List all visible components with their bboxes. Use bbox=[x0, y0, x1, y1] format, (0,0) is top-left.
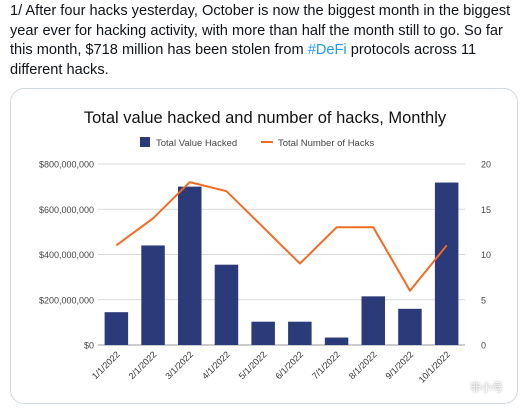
legend: Total Value Hacked Total Number of Hacks bbox=[140, 137, 374, 149]
bar-5/1/2022 bbox=[251, 321, 275, 345]
right-tick-label: 10 bbox=[481, 250, 491, 260]
bar-7/1/2022 bbox=[324, 337, 349, 345]
tweet-text: 1/ After four hacks yesterday, October i… bbox=[10, 2, 522, 80]
bar-8/1/2022 bbox=[361, 296, 385, 345]
left-tick-label: $800,000,000 bbox=[39, 160, 94, 170]
right-tick-label: 20 bbox=[481, 160, 491, 170]
legend-line-label: Total Number of Hacks bbox=[278, 138, 374, 149]
x-tick-label: 3/1/2022 bbox=[163, 349, 195, 381]
x-axis: 1/1/2022 2/1/2022 3/1/2022 4/1/2022 5/1/2022… bbox=[90, 349, 452, 384]
chart: Total value hacked and number of hacks, … bbox=[39, 109, 491, 385]
watermark: 非小号 bbox=[470, 382, 503, 394]
x-tick-label: 4/1/2022 bbox=[200, 349, 232, 381]
x-tick-label: 2/1/2022 bbox=[127, 349, 159, 381]
bar-1/1/2022 bbox=[104, 312, 129, 345]
left-tick-label: $0 bbox=[84, 341, 94, 351]
tweet-text-part-2: protocols across 11 different hacks. bbox=[10, 42, 477, 78]
left-tick-label: $400,000,000 bbox=[39, 250, 94, 260]
right-tick-label: 5 bbox=[481, 295, 486, 305]
x-tick-label: 6/1/2022 bbox=[273, 349, 305, 381]
right-tick-label: 15 bbox=[481, 205, 491, 215]
bar-6/1/2022 bbox=[288, 321, 312, 345]
left-axis: $800,000,000 $600,000,000 $400,000,000 $200… bbox=[39, 160, 94, 351]
bar-9/1/2022 bbox=[398, 308, 422, 345]
x-tick-label: 5/1/2022 bbox=[237, 349, 269, 381]
bars bbox=[104, 182, 459, 345]
bar-4/1/2022 bbox=[214, 264, 239, 345]
hacks-line bbox=[115, 181, 448, 292]
x-tick-label: 7/1/2022 bbox=[310, 349, 342, 381]
tweet-text-part-1: 1/ After four hacks yesterday, October i… bbox=[10, 3, 511, 58]
legend-bar-label: Total Value Hacked bbox=[156, 138, 237, 149]
chart-title: Total value hacked and number of hacks, … bbox=[84, 109, 447, 127]
chart-card[interactable]: Total value hacked and number of hacks, … bbox=[10, 88, 518, 404]
bar-10/1/2022 bbox=[434, 182, 459, 345]
hashtag-link[interactable]: #DeFi bbox=[307, 42, 347, 58]
x-tick-label: 9/1/2022 bbox=[384, 349, 416, 381]
bar-2/1/2022 bbox=[141, 245, 165, 345]
right-tick-label: 0 bbox=[481, 341, 486, 351]
left-tick-label: $200,000,000 bbox=[39, 295, 94, 305]
right-axis: 20 15 10 5 0 bbox=[481, 160, 491, 351]
x-tick-label: 1/1/2022 bbox=[90, 349, 122, 381]
left-tick-label: $600,000,000 bbox=[39, 205, 94, 215]
hacks-line-path bbox=[115, 181, 448, 292]
x-tick-label: 8/1/2022 bbox=[347, 349, 379, 381]
bar-3/1/2022 bbox=[178, 186, 202, 345]
x-tick-label: 10/1/2022 bbox=[417, 349, 452, 384]
legend-bar-swatch bbox=[140, 137, 150, 147]
